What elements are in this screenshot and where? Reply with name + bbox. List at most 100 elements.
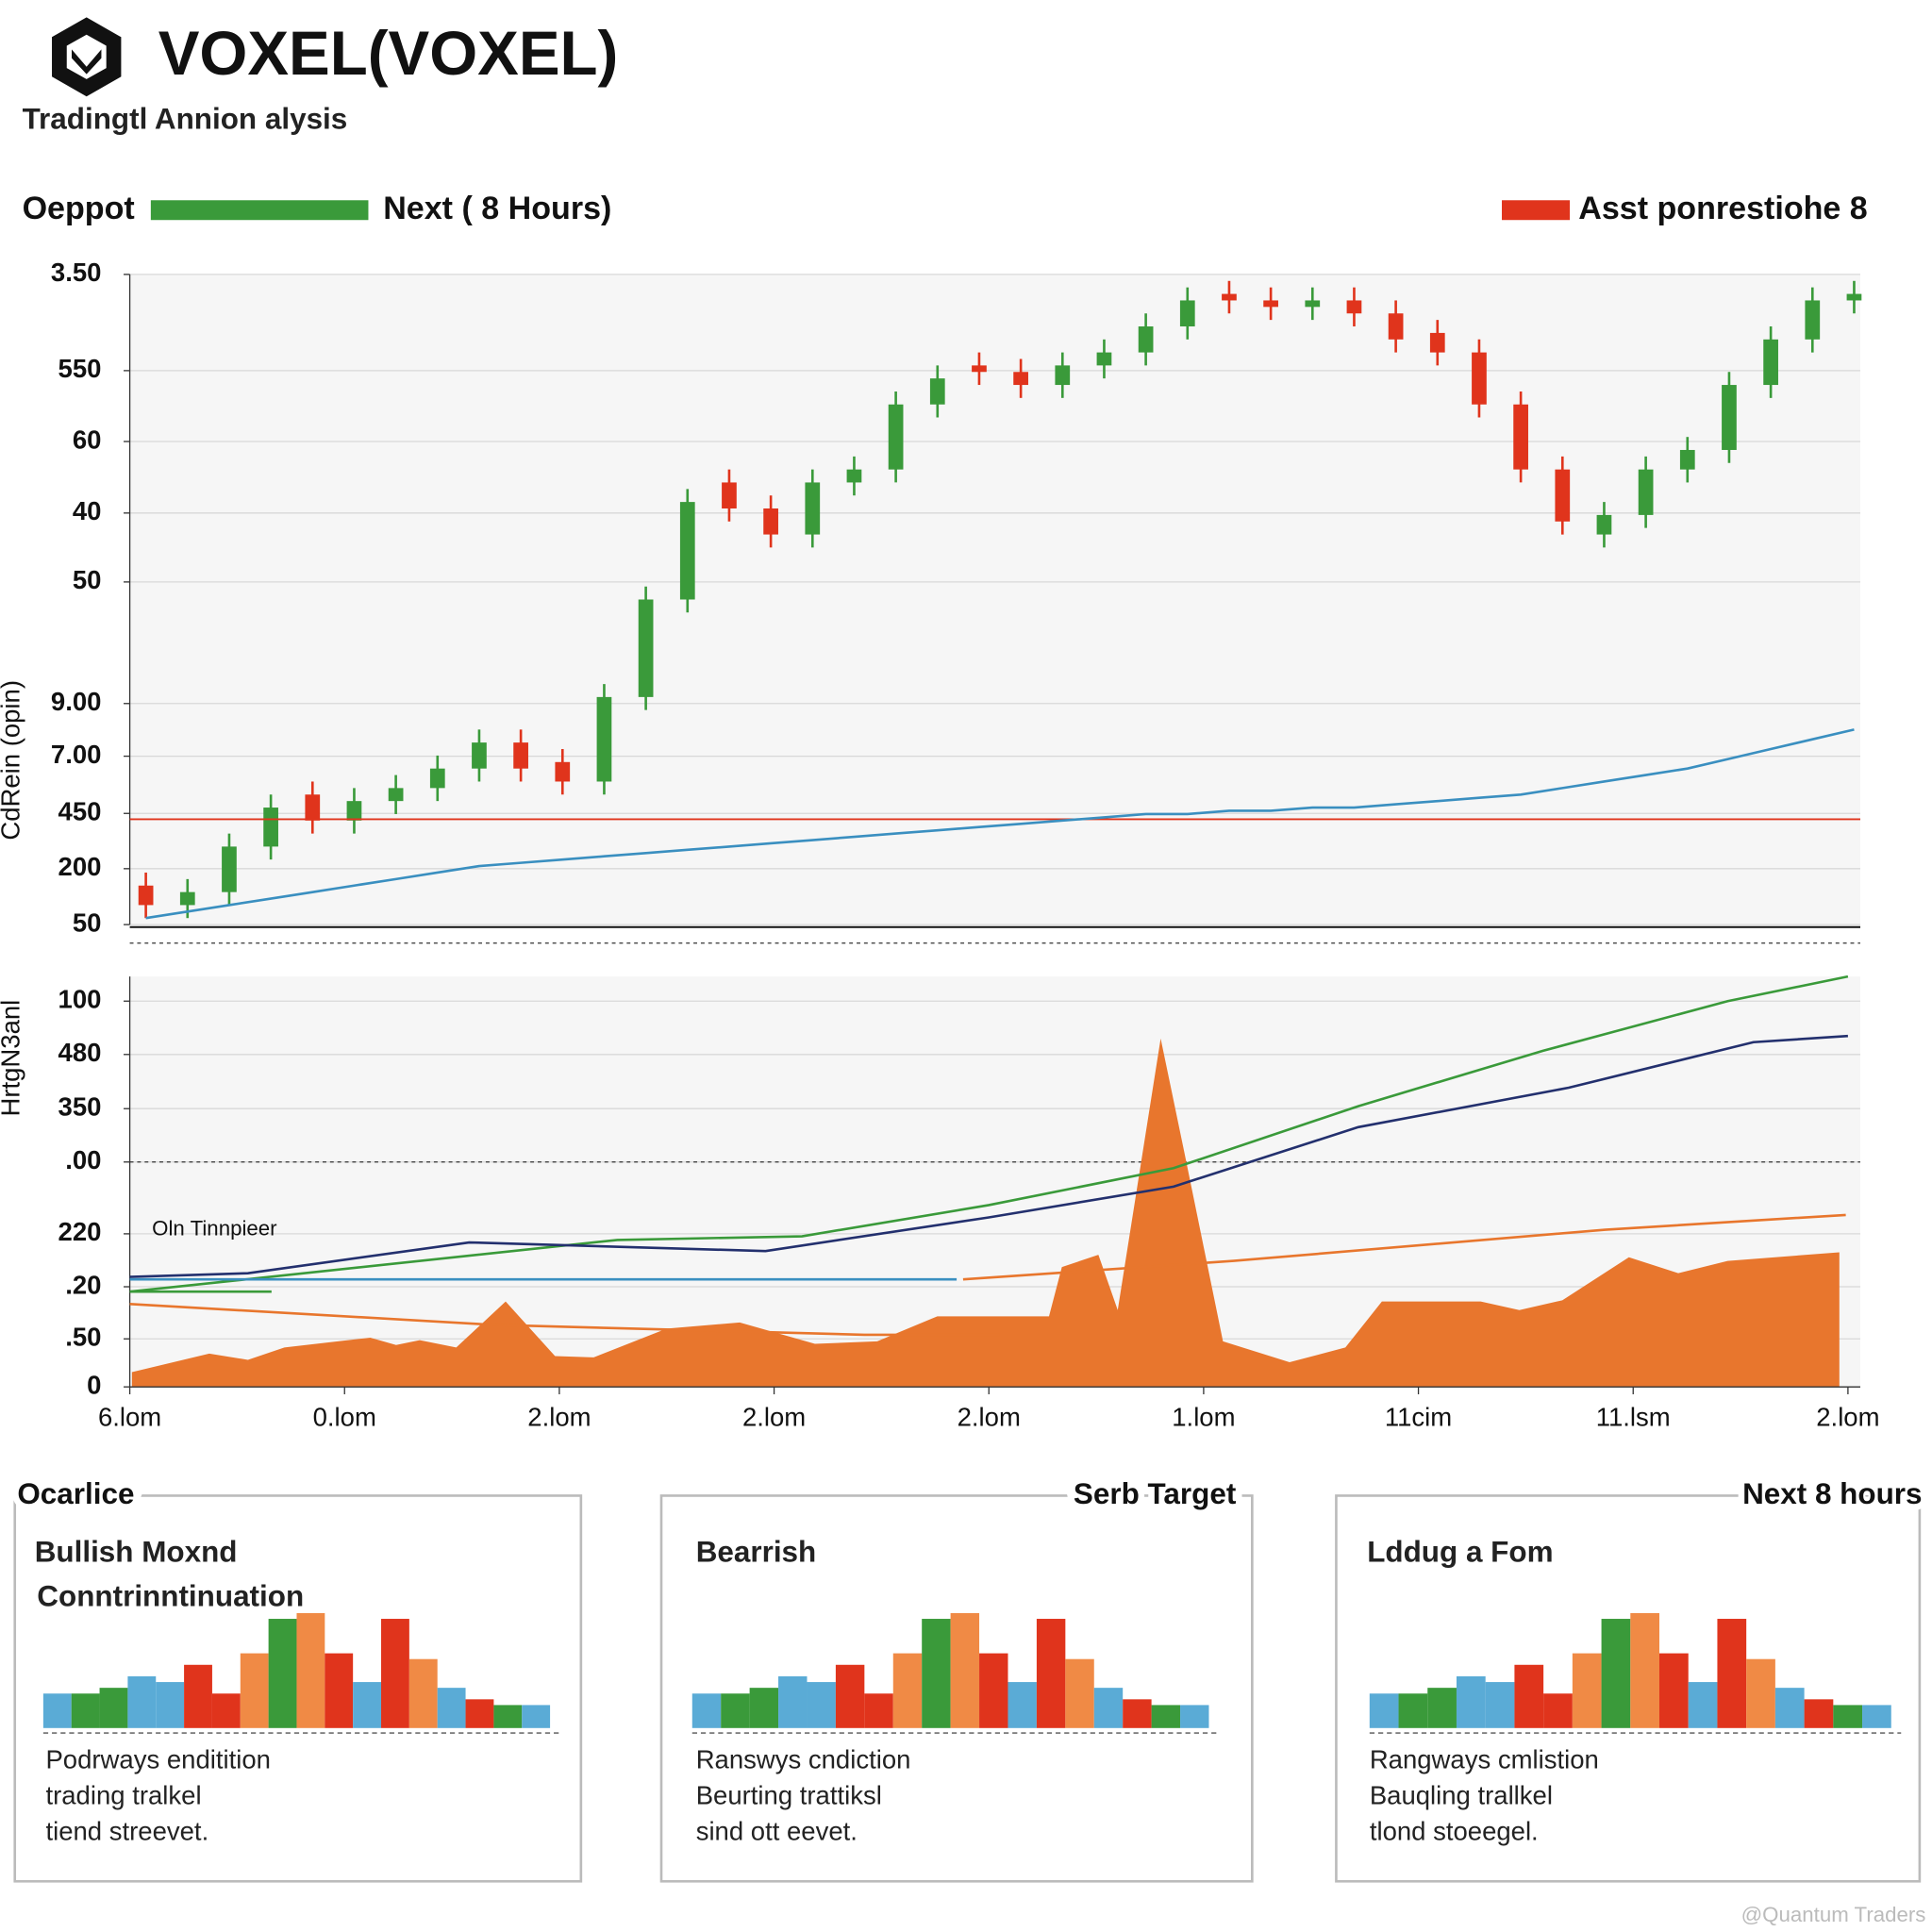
- page-title: VOXEL(VOXEL): [158, 19, 619, 88]
- x-tick-label: 11.lsm: [1596, 1402, 1671, 1431]
- bar: [1774, 1688, 1805, 1728]
- y-tick-label: 100: [58, 985, 102, 1014]
- y-tick-label: 200: [58, 852, 102, 881]
- bar: [1543, 1693, 1573, 1728]
- y-tick-label: .00: [65, 1145, 101, 1174]
- card-text: Rangways cmlistion: [1370, 1744, 1599, 1774]
- bar: [749, 1688, 779, 1728]
- bar: [1833, 1705, 1863, 1728]
- legend-swatch: [150, 200, 369, 221]
- y-tick-label: .20: [65, 1270, 101, 1299]
- candle-body: [429, 768, 445, 789]
- candle-body: [1596, 514, 1612, 535]
- candle-body: [305, 794, 321, 821]
- y-tick-label: 550: [58, 354, 102, 383]
- x-tick-label: 1.lom: [1172, 1402, 1235, 1431]
- candle-body: [638, 599, 654, 697]
- candle-body: [1346, 300, 1362, 314]
- legend-entry: Asst ponrestiohe 8: [1578, 191, 1868, 226]
- logo: [52, 17, 122, 97]
- card-header: Next 8 hours: [1742, 1477, 1922, 1510]
- y-tick-label: 50: [73, 565, 102, 594]
- bar: [1093, 1688, 1124, 1728]
- y-tick-label: 60: [73, 425, 102, 454]
- y-tick-label: 480: [58, 1038, 102, 1067]
- candle-body: [1429, 332, 1445, 353]
- candle-body: [1805, 300, 1821, 340]
- legend-swatch: [1502, 200, 1571, 221]
- candle-body: [972, 365, 987, 373]
- candle-body: [263, 808, 278, 847]
- x-tick-label: 2.lom: [527, 1402, 591, 1431]
- candle-body: [513, 742, 528, 769]
- line: [129, 1034, 1848, 1278]
- bar: [1151, 1705, 1181, 1728]
- candle-body: [222, 846, 237, 892]
- candle-body: [679, 502, 695, 600]
- bar: [1630, 1612, 1660, 1728]
- plot-background: [129, 274, 1861, 925]
- bar: [127, 1675, 157, 1728]
- bar: [721, 1693, 750, 1728]
- watermark: @Quantum Traders: [1741, 1903, 1926, 1926]
- card-title: Bearrish: [696, 1535, 817, 1568]
- bar: [1717, 1619, 1747, 1728]
- candle-body: [1472, 352, 1487, 405]
- card-title: Bullish Moxnd: [35, 1535, 238, 1568]
- card-title: Conntrinntinuation: [37, 1580, 304, 1613]
- page-subtitle: Tradingtl Annion alysis: [23, 103, 348, 136]
- bar: [1688, 1682, 1718, 1728]
- y-tick-label: 40: [73, 496, 102, 525]
- bar: [408, 1658, 438, 1728]
- bar: [1572, 1653, 1602, 1728]
- bar: [465, 1699, 494, 1728]
- candle-body: [1555, 469, 1571, 522]
- bar: [1180, 1705, 1209, 1728]
- card-header: Ocarlice: [17, 1477, 134, 1510]
- candle-body: [596, 696, 612, 782]
- candle-body: [472, 742, 487, 769]
- area: [131, 1038, 1840, 1388]
- bar: [522, 1705, 551, 1728]
- candle-body: [722, 482, 737, 509]
- candle-body: [1679, 449, 1695, 470]
- card-text: Beurting trattiksl: [696, 1780, 882, 1809]
- legend-label: Oeppot: [23, 191, 135, 226]
- candle-body: [1722, 385, 1737, 450]
- bar: [1804, 1699, 1834, 1728]
- bar: [211, 1693, 241, 1728]
- line: [962, 1213, 1846, 1281]
- candle-body: [846, 469, 862, 483]
- line: [129, 974, 1849, 1293]
- x-tick-label: 2.lom: [958, 1402, 1021, 1431]
- y-tick-label: 9.00: [51, 687, 102, 716]
- candle-body: [1388, 313, 1404, 340]
- line: [129, 1302, 1000, 1337]
- card-title: Lddug a Fom: [1367, 1535, 1553, 1568]
- candle-body: [138, 885, 154, 906]
- bar: [1862, 1705, 1891, 1728]
- candle-body: [1305, 300, 1321, 308]
- bar: [950, 1612, 980, 1728]
- y-axis-label: HrtgN3anl: [0, 1000, 25, 1117]
- bar: [835, 1664, 865, 1728]
- bar: [42, 1693, 72, 1728]
- bar: [1601, 1619, 1631, 1728]
- bar: [1514, 1664, 1544, 1728]
- y-tick-label: 0: [87, 1370, 101, 1399]
- bar: [1485, 1682, 1515, 1728]
- bar: [71, 1693, 100, 1728]
- card-text: sind ott eevet.: [696, 1816, 858, 1845]
- candle-body: [1846, 293, 1862, 301]
- bar: [1398, 1693, 1428, 1728]
- card: [1335, 1494, 1922, 1883]
- bar: [892, 1653, 923, 1728]
- candle-body: [1096, 352, 1112, 366]
- card-header: Serb Target: [1074, 1477, 1237, 1510]
- card-text: trading tralkel: [45, 1780, 201, 1809]
- card: [13, 1494, 583, 1883]
- x-tick-label: 11cim: [1385, 1402, 1452, 1431]
- candle-body: [1513, 404, 1528, 470]
- bar: [353, 1682, 382, 1728]
